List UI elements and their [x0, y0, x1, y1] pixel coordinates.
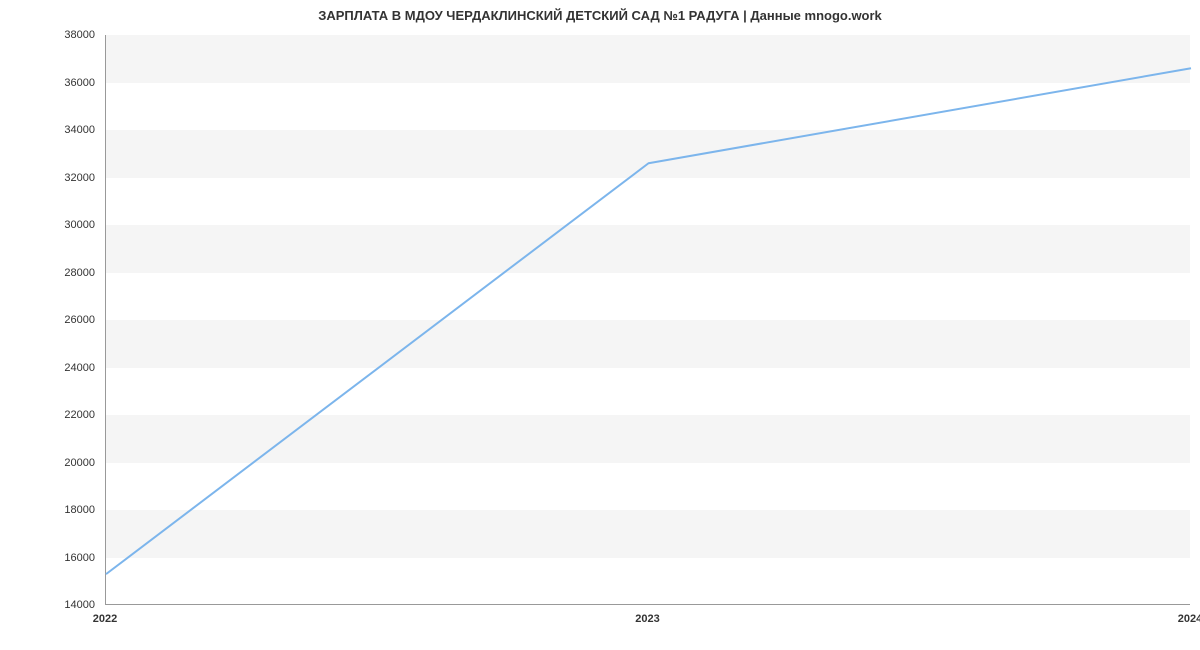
y-tick-label: 30000 [0, 219, 95, 231]
salary-line-chart: ЗАРПЛАТА В МДОУ ЧЕРДАКЛИНСКИЙ ДЕТСКИЙ СА… [0, 0, 1200, 650]
chart-title: ЗАРПЛАТА В МДОУ ЧЕРДАКЛИНСКИЙ ДЕТСКИЙ СА… [0, 8, 1200, 23]
y-tick-label: 32000 [0, 172, 95, 184]
salary-line [106, 68, 1191, 574]
x-tick-label: 2022 [93, 613, 117, 625]
y-tick-label: 16000 [0, 552, 95, 564]
y-tick-label: 20000 [0, 457, 95, 469]
y-tick-label: 18000 [0, 504, 95, 516]
y-tick-label: 22000 [0, 409, 95, 421]
y-tick-label: 14000 [0, 599, 95, 611]
y-tick-label: 28000 [0, 267, 95, 279]
y-tick-label: 36000 [0, 77, 95, 89]
x-tick-label: 2024 [1178, 613, 1200, 625]
y-tick-label: 38000 [0, 29, 95, 41]
y-tick-label: 26000 [0, 314, 95, 326]
plot-area [105, 35, 1190, 605]
y-tick-label: 34000 [0, 124, 95, 136]
line-series [106, 35, 1191, 605]
y-tick-label: 24000 [0, 362, 95, 374]
x-tick-label: 2023 [635, 613, 659, 625]
